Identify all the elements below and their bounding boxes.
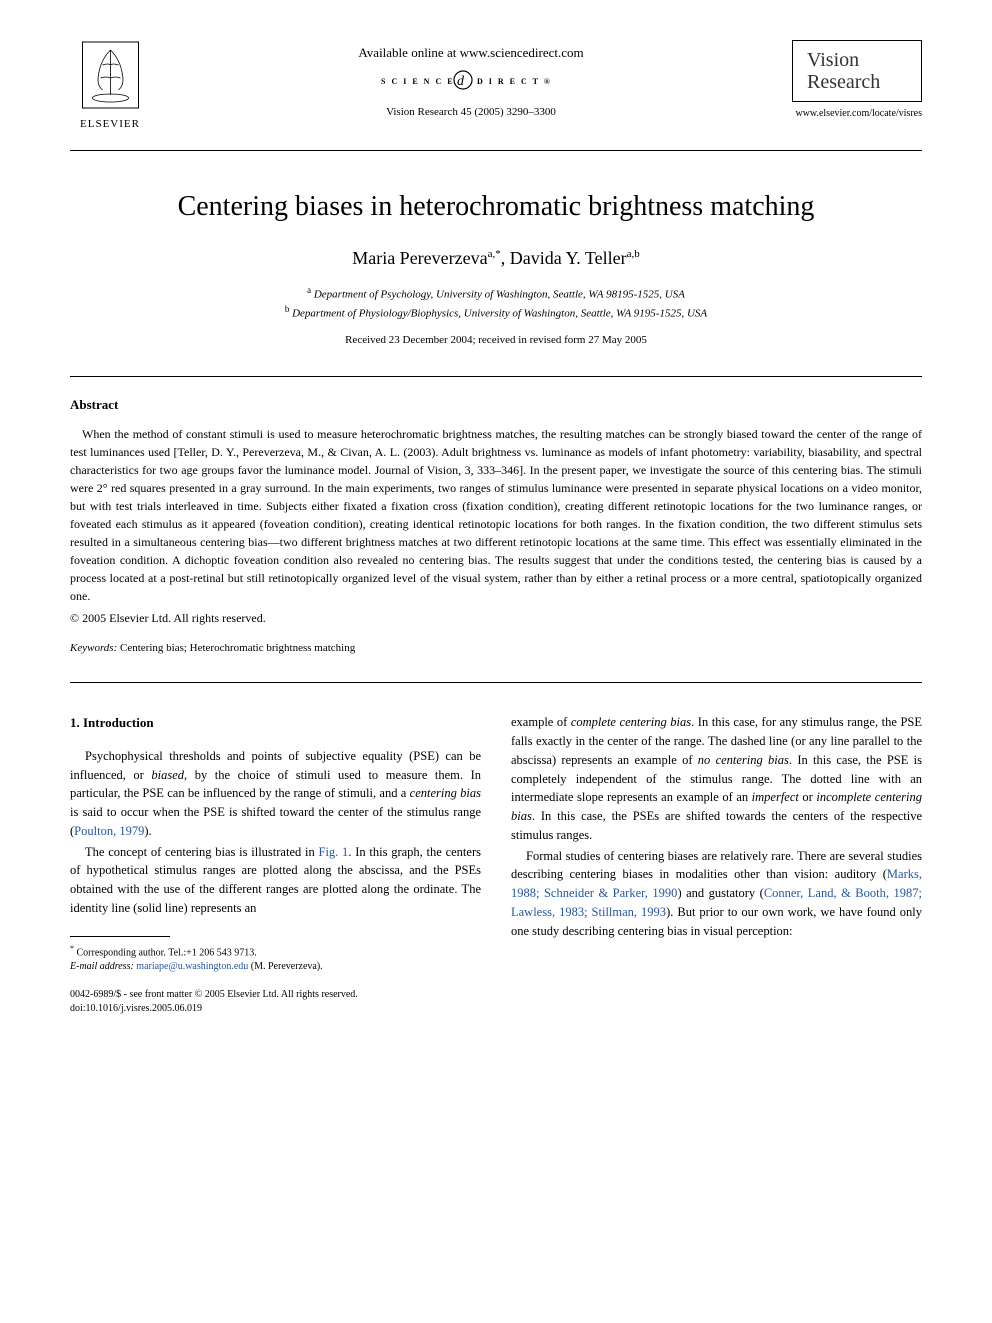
intro-para-1: Psychophysical thresholds and points of …: [70, 747, 481, 841]
biased-term: biased: [151, 768, 184, 782]
affiliation-b: Department of Physiology/Biophysics, Uni…: [292, 308, 707, 320]
col2-para-2: Formal studies of centering biases are r…: [511, 847, 922, 941]
svg-text:d: d: [457, 74, 465, 89]
publisher-name: ELSEVIER: [70, 118, 150, 130]
centering-bias-term: centering bias: [410, 786, 481, 800]
author-1-sup: a,*: [488, 248, 501, 260]
journal-box-line1: Vision: [807, 49, 907, 71]
journal-url: www.elsevier.com/locate/visres: [792, 108, 922, 119]
intro-heading: 1. Introduction: [70, 713, 481, 733]
abstract-bottom-divider: [70, 682, 922, 683]
footnote-divider: [70, 936, 170, 937]
article-title: Centering biases in heterochromatic brig…: [70, 191, 922, 223]
affiliation-a: Department of Psychology, University of …: [314, 289, 685, 301]
authors: Maria Pereverzevaa,*, Davida Y. Tellera,…: [70, 248, 922, 269]
email-author: (M. Pereverzeva).: [251, 961, 323, 972]
header-row: ELSEVIER Available online at www.science…: [70, 40, 922, 130]
journal-box-container: Vision Research www.elsevier.com/locate/…: [792, 40, 922, 119]
no-centering-term: no centering bias: [698, 753, 789, 767]
svg-text:D I R E C T ®: D I R E C T ®: [477, 77, 552, 86]
complete-centering-term: complete centering bias: [571, 715, 691, 729]
affiliations: a Department of Psychology, University o…: [70, 284, 922, 322]
svg-text:S C I E N C E: S C I E N C E: [381, 77, 455, 86]
imperfect-term: imperfect: [752, 790, 799, 804]
email-link[interactable]: mariape@u.washington.edu: [136, 961, 248, 972]
abstract-text: When the method of constant stimuli is u…: [70, 425, 922, 605]
keywords: Keywords: Centering bias; Heterochromati…: [70, 642, 922, 654]
elsevier-tree-icon: [78, 40, 143, 110]
email-label: E-mail address:: [70, 961, 134, 972]
abstract-heading: Abstract: [70, 397, 922, 413]
keywords-text: Centering bias; Heterochromatic brightne…: [120, 642, 355, 654]
corresponding-author-footnote: * Corresponding author. Tel.:+1 206 543 …: [70, 943, 481, 974]
journal-box: Vision Research: [792, 40, 922, 102]
affiliation-a-sup: a: [307, 285, 311, 295]
sciencedirect-logo: S C I E N C E d D I R E C T ®: [150, 69, 792, 96]
doi-block: 0042-6989/$ - see front matter © 2005 El…: [70, 988, 481, 1016]
fig1-link[interactable]: Fig. 1: [319, 845, 349, 859]
left-column: 1. Introduction Psychophysical threshold…: [70, 713, 481, 1016]
doi-line: doi:10.1016/j.visres.2005.06.019: [70, 1003, 202, 1014]
affiliation-b-sup: b: [285, 304, 290, 314]
center-header: Available online at www.sciencedirect.co…: [150, 40, 792, 118]
poulton-citation-link[interactable]: Poulton, 1979: [74, 824, 144, 838]
abstract-copyright: © 2005 Elsevier Ltd. All rights reserved…: [70, 611, 922, 626]
header-divider: [70, 150, 922, 151]
abstract-top-divider: [70, 376, 922, 377]
available-online-text: Available online at www.sciencedirect.co…: [150, 45, 792, 61]
author-2-sup: a,b: [627, 248, 640, 260]
right-column: example of complete centering bias. In t…: [511, 713, 922, 1016]
author-2: Davida Y. Teller: [510, 248, 627, 268]
article-dates: Received 23 December 2004; received in r…: [70, 334, 922, 346]
front-matter-line: 0042-6989/$ - see front matter © 2005 El…: [70, 989, 358, 1000]
publisher-logo: ELSEVIER: [70, 40, 150, 130]
body-columns: 1. Introduction Psychophysical threshold…: [70, 713, 922, 1016]
keywords-label: Keywords:: [70, 642, 117, 654]
journal-box-line2: Research: [807, 71, 907, 93]
journal-reference: Vision Research 45 (2005) 3290–3300: [150, 106, 792, 118]
author-1: Maria Pereverzeva: [352, 248, 487, 268]
intro-para-2: The concept of centering bias is illustr…: [70, 843, 481, 918]
col2-para-1: example of complete centering bias. In t…: [511, 713, 922, 844]
